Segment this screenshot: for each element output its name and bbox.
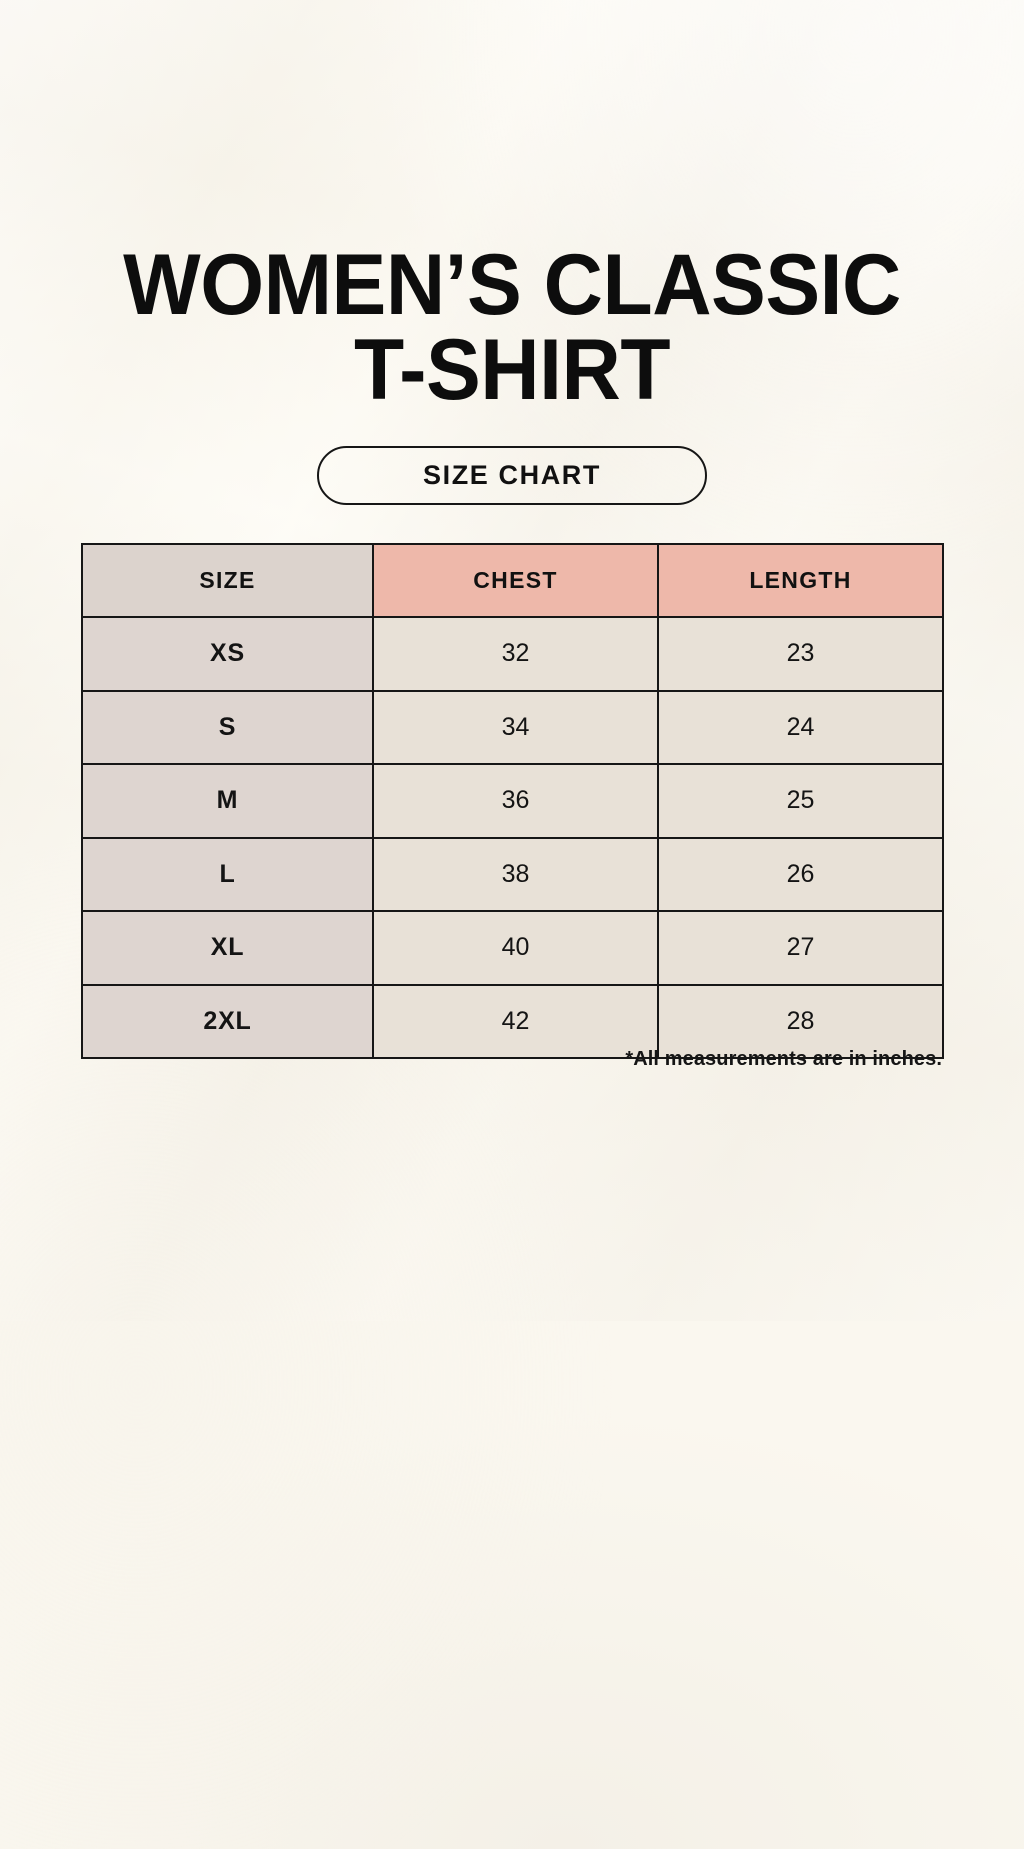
cell-length: 23 [657,616,944,692]
cell-length: 27 [657,910,944,986]
cell-size: L [81,836,374,912]
table-body: XS 32 23 S 34 24 M 36 25 L 38 26 [81,616,944,1059]
table-row: M 36 25 [81,763,944,839]
cell-length: 25 [657,763,944,839]
cell-chest: 32 [372,616,659,692]
cell-size: XS [81,616,374,692]
column-header-size: SIZE [81,543,374,618]
size-chart-badge-container: SIZE CHART [0,446,1024,505]
cell-chest: 34 [372,689,659,765]
column-header-length: LENGTH [657,543,944,618]
table-row: 2XL 42 28 [81,983,944,1059]
table-header: SIZE CHEST LENGTH [81,543,944,618]
size-chart-badge: SIZE CHART [317,446,707,505]
column-header-chest: CHEST [372,543,659,618]
cell-length: 26 [657,836,944,912]
cell-chest: 42 [372,983,659,1059]
cell-chest: 38 [372,836,659,912]
cell-chest: 40 [372,910,659,986]
size-chart-table: SIZE CHEST LENGTH XS 32 23 S 34 24 M [81,543,944,1059]
size-chart-page: WOMEN’S CLASSIC T-SHIRT SIZE CHART SIZE … [0,237,1024,1070]
cell-size: 2XL [81,983,374,1059]
cell-size: XL [81,910,374,986]
table-row: XL 40 27 [81,910,944,986]
table-row: XS 32 23 [81,616,944,692]
table-row: L 38 26 [81,836,944,912]
cell-chest: 36 [372,763,659,839]
table-header-row: SIZE CHEST LENGTH [81,543,944,618]
table-row: S 34 24 [81,689,944,765]
cell-size: S [81,689,374,765]
cell-length: 28 [657,983,944,1059]
cell-size: M [81,763,374,839]
size-table-container: SIZE CHEST LENGTH XS 32 23 S 34 24 M [81,543,944,1059]
page-title: WOMEN’S CLASSIC T-SHIRT [123,237,901,419]
cell-length: 24 [657,689,944,765]
measurements-footnote: *All measurements are in inches. [625,1048,942,1070]
